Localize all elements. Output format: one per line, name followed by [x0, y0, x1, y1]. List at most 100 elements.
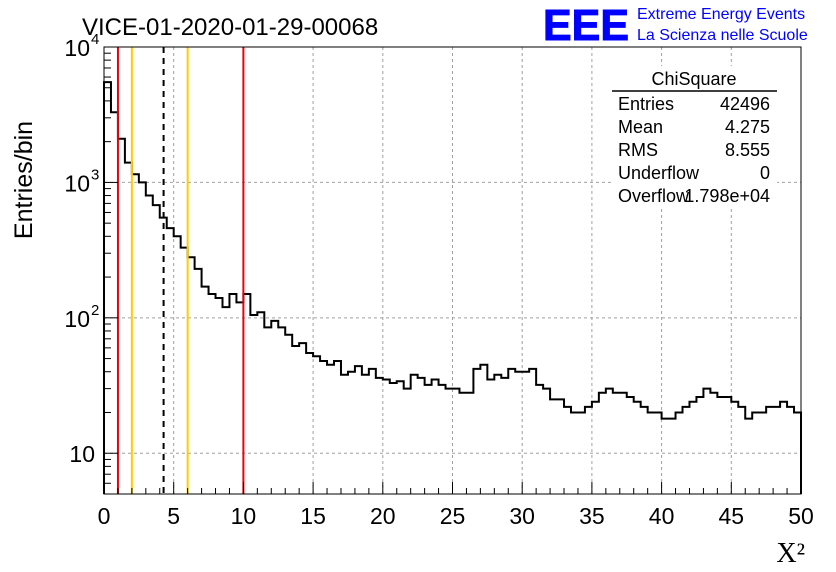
histogram-bin	[731, 402, 738, 494]
stats-row-value: 0	[760, 163, 770, 183]
stats-row-value: 4.275	[725, 117, 770, 137]
histogram-bin	[487, 380, 494, 494]
histogram-bin	[439, 385, 446, 494]
histogram-bin	[348, 372, 355, 494]
histogram-bin	[466, 393, 473, 494]
histogram-bin	[306, 353, 313, 494]
histogram-bin	[222, 307, 229, 494]
histogram-bin	[411, 375, 418, 494]
x-tick-label: 15	[300, 503, 326, 529]
stats-row-label: Underflow	[618, 163, 700, 183]
histogram-bin	[655, 412, 662, 494]
x-tick-label: 20	[370, 503, 396, 529]
histogram-bin	[550, 399, 557, 494]
histogram-bin	[648, 412, 655, 494]
stats-box-title: ChiSquare	[651, 69, 736, 89]
histogram-bin	[459, 393, 466, 494]
stats-row-value: 1.798e+04	[684, 186, 770, 206]
histogram-bin	[724, 397, 731, 494]
histogram-bin	[167, 228, 174, 494]
histogram-bin	[620, 393, 627, 494]
histogram-bin	[181, 248, 188, 494]
y-tick-exponent: 3	[91, 166, 99, 183]
stats-box-bg	[612, 66, 777, 208]
histogram-bin	[229, 294, 236, 494]
histogram-bin	[515, 372, 522, 494]
histogram-bin	[446, 389, 453, 494]
marker-lines	[116, 47, 245, 494]
histogram-bin	[480, 365, 487, 494]
histogram-bin	[216, 298, 223, 494]
histogram-bin	[257, 312, 264, 494]
histogram-bin	[195, 269, 202, 494]
histogram-bin	[334, 361, 341, 494]
histogram-bin	[794, 412, 801, 494]
histogram-bin	[710, 393, 717, 494]
x-axis: 0 5 10 15 20 25 30 35 40 45 50	[98, 482, 814, 529]
stats-row-label: Entries	[618, 94, 674, 114]
histogram-outline	[103, 81, 802, 494]
histogram-bin	[341, 375, 348, 494]
histogram-bin	[745, 419, 752, 494]
x-tick-label: 30	[509, 503, 535, 529]
x-tick-label: 45	[719, 503, 745, 529]
histogram-bin	[508, 369, 515, 494]
histogram-bin	[773, 407, 780, 494]
histogram-bin	[264, 327, 271, 494]
histogram-bin	[717, 397, 724, 494]
histogram-bin	[634, 402, 641, 494]
y-tick-exponent: 4	[91, 31, 99, 48]
histogram-bin	[578, 412, 585, 494]
histogram-bin	[752, 412, 759, 494]
histogram-bin	[250, 315, 257, 494]
eee-logo-line2: La Scienza nelle Scuole	[637, 27, 808, 44]
histogram-bin	[473, 369, 480, 494]
x-tick-label: 25	[440, 503, 466, 529]
histogram-bin	[292, 346, 299, 494]
stats-box-rows: Entries 42496 Mean 4.275 RMS 8.555 Underflow 0 O…	[618, 94, 770, 206]
histogram-bin	[285, 335, 292, 494]
histogram-bin	[759, 412, 766, 494]
histogram-bin	[780, 402, 787, 494]
histogram-bin	[529, 369, 536, 494]
histogram-bin	[236, 302, 243, 494]
histogram-bin	[209, 294, 216, 494]
histogram-bin	[271, 321, 278, 494]
histogram-bin	[669, 419, 676, 494]
histogram-bin	[188, 257, 195, 494]
histogram-bin	[787, 407, 794, 494]
histogram-bin	[125, 163, 132, 494]
histogram-bin	[599, 393, 606, 494]
y-tick-label: 10	[64, 170, 90, 196]
stats-row-value: 8.555	[725, 140, 770, 160]
histogram-bin	[592, 402, 599, 494]
histogram-bin	[606, 389, 613, 494]
histogram-bin	[369, 369, 376, 494]
histogram-bin	[494, 375, 501, 494]
histogram-bin	[689, 402, 696, 494]
histogram-bin	[522, 372, 529, 494]
histogram-bin	[383, 380, 390, 494]
histogram-bin	[453, 389, 460, 494]
histogram-bin	[738, 407, 745, 494]
stats-row-label: Mean	[618, 117, 663, 137]
histogram-bin	[564, 407, 571, 494]
histogram-bin	[613, 393, 620, 494]
histogram-bin	[202, 287, 209, 494]
x-tick-label: 40	[649, 503, 675, 529]
y-tick-label: 10	[69, 441, 95, 467]
histogram-bin	[397, 381, 404, 494]
histogram-bin	[627, 397, 634, 494]
x-tick-label: 0	[98, 503, 111, 529]
histogram-bin	[703, 389, 710, 494]
chart-title: VICE-01-2020-01-29-00068	[82, 14, 378, 41]
histogram-bin	[501, 378, 508, 494]
histogram-bin	[118, 139, 125, 494]
stats-row-value: 42496	[720, 94, 770, 114]
histogram-bin	[641, 407, 648, 494]
y-tick-exponent: 2	[91, 302, 99, 319]
histogram-bin	[662, 419, 669, 494]
histogram-bin	[418, 378, 425, 494]
